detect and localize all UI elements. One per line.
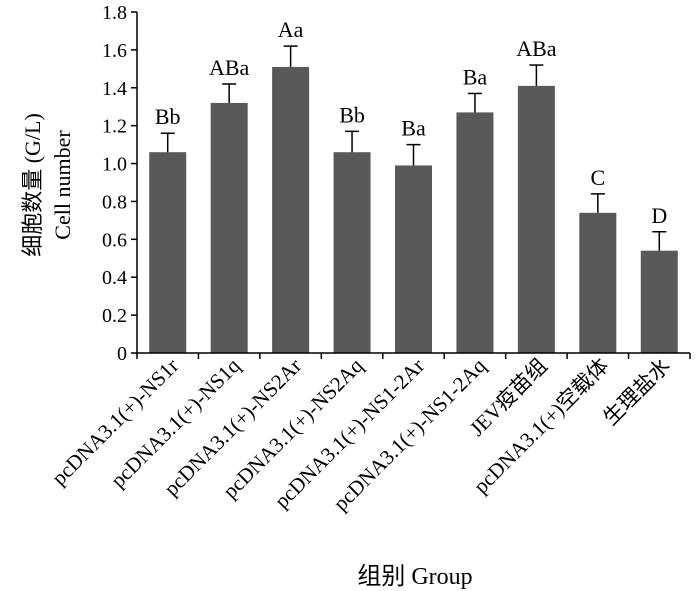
- significance-label: Bb: [339, 102, 365, 127]
- significance-label: Bb: [155, 104, 181, 129]
- bar: [456, 112, 494, 354]
- y-axis-title-en: Cell number: [50, 130, 75, 240]
- significance-label: Ba: [401, 116, 426, 141]
- y-tick-label: 1.8: [102, 2, 127, 24]
- significance-label: ABa: [516, 36, 557, 61]
- significance-label: C: [590, 165, 605, 190]
- bar: [210, 102, 248, 353]
- bar: [517, 85, 555, 353]
- significance-label: Aa: [278, 17, 304, 42]
- bar: [640, 250, 678, 353]
- y-axis: 0 0.2 0.4 0.6 0.8 1.0 1.2 1.4 1.6 1.8: [102, 2, 138, 365]
- y-tick-label: 1.4: [102, 78, 127, 100]
- y-tick-label: 0.6: [102, 229, 127, 251]
- significance-label: ABa: [209, 55, 250, 80]
- y-tick-label: 1.0: [102, 154, 127, 176]
- y-tick-label: 0.2: [102, 305, 127, 327]
- bar: [395, 165, 432, 353]
- bar: [149, 152, 187, 353]
- bar: [579, 212, 617, 353]
- y-axis-title-cn: 细胞数量 (G/L): [20, 113, 45, 257]
- x-axis-title: 组别 Group: [357, 563, 472, 590]
- y-tick-label: 1.6: [102, 40, 127, 62]
- y-tick-label: 0.4: [102, 267, 127, 289]
- bar: [272, 66, 310, 353]
- x-axis: pcDNA3.1(+)-NS1rpcDNA3.1(+)-NS1qpcDNA3.1…: [47, 352, 691, 515]
- significance-label: Ba: [463, 64, 488, 89]
- y-tick-label: 0: [117, 343, 127, 365]
- bar: [333, 152, 371, 353]
- bars: Bb ABa Aa Bb Ba Ba ABa C D: [149, 17, 678, 354]
- y-tick-label: 1.2: [102, 116, 127, 138]
- significance-label: D: [651, 203, 667, 228]
- x-tick-label: 生理盐水: [598, 354, 674, 430]
- y-tick-label: 0.8: [102, 191, 127, 213]
